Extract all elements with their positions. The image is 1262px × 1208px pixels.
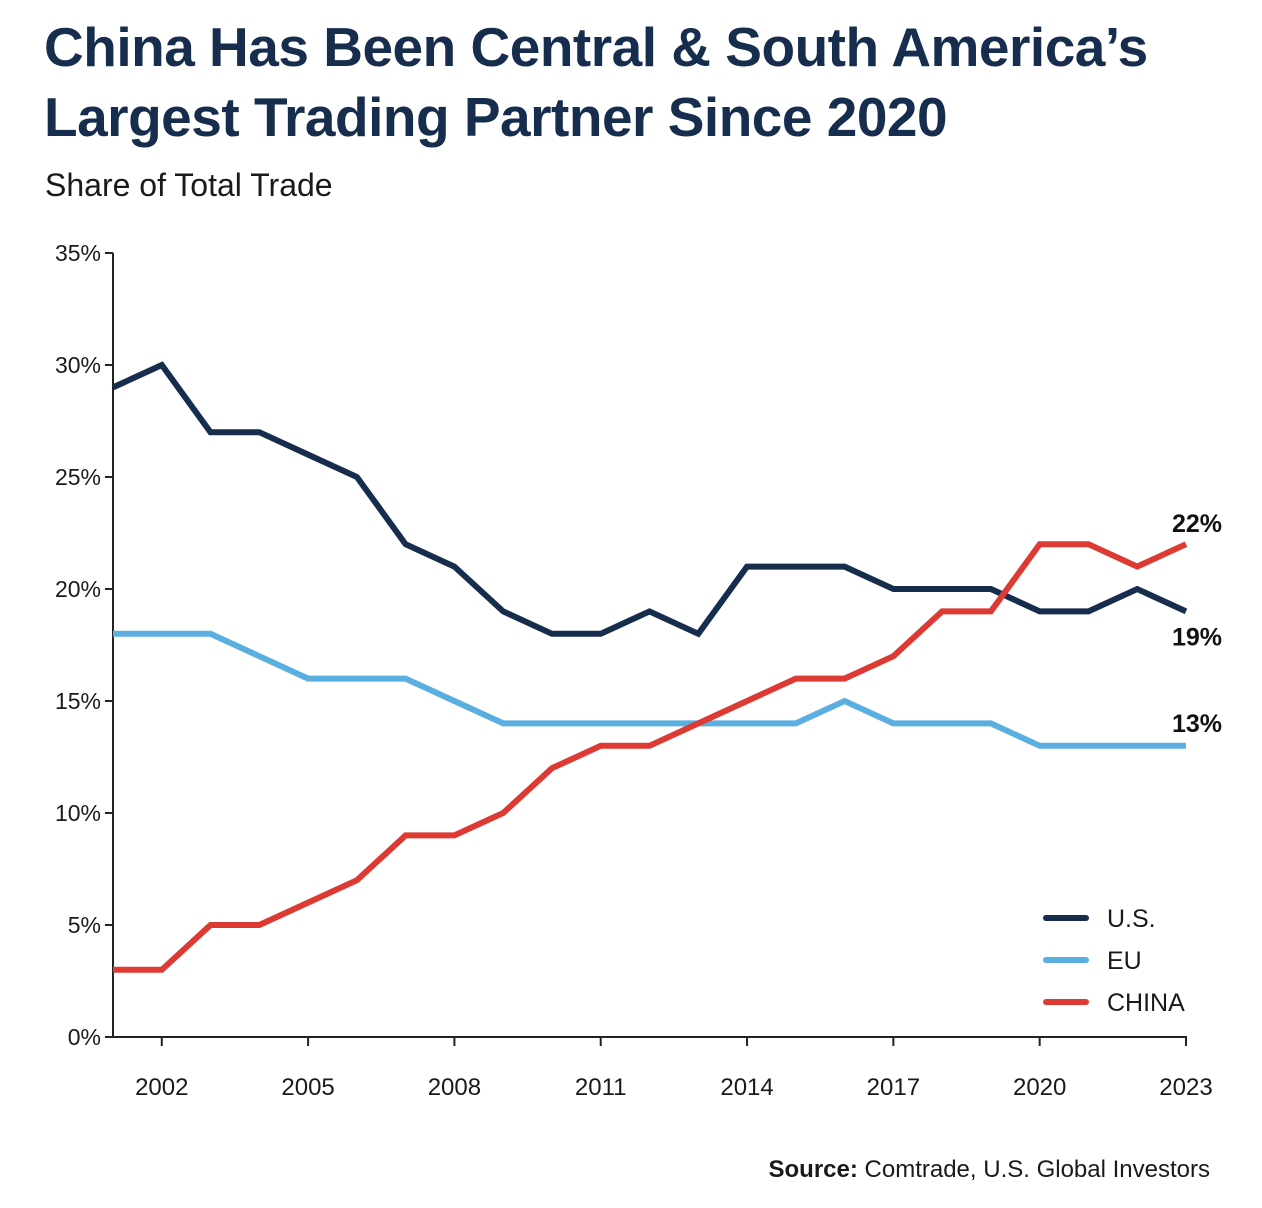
chart-legend: U.S. EU CHINA (1043, 905, 1185, 1017)
series-line-us (111, 361, 1188, 638)
chart-title: China Has Been Central & South America’s… (44, 12, 1224, 152)
end-label-eu: 13% (1172, 710, 1222, 738)
legend-label-eu: EU (1107, 947, 1142, 975)
chart-series-lines (111, 361, 1188, 973)
legend-label-us: U.S. (1107, 905, 1156, 933)
x-tick-label: 2020 (1013, 1074, 1066, 1101)
x-tick-label: 2017 (867, 1074, 920, 1101)
chart-axes: 0% 5% 10% 15% 20% 25% 30% 35% 2002 2005 2008 2011 20… (55, 240, 1213, 1101)
x-tick-label: 2023 (1159, 1074, 1212, 1101)
source-text: Comtrade, U.S. Global Investors (864, 1156, 1210, 1183)
y-tick-label: 20% (55, 576, 101, 602)
y-tick-label: 15% (55, 688, 101, 714)
line-chart: 0% 5% 10% 15% 20% 25% 30% 35% 2002 2005 2008 2011 20… (55, 240, 1222, 1101)
y-tick-label: 35% (55, 240, 101, 266)
y-tick-label: 0% (68, 1024, 101, 1050)
end-label-us: 19% (1172, 623, 1222, 651)
x-tick-label: 2002 (135, 1074, 188, 1101)
series-line-china (113, 541, 1188, 973)
series-line-eu (113, 630, 1186, 749)
source-note: Source: Comtrade, U.S. Global Investors (769, 1156, 1211, 1184)
chart-title-line2: Largest Trading Partner Since 2020 (44, 86, 948, 148)
x-tick-label: 2011 (575, 1074, 627, 1101)
chart-subtitle: Share of Total Trade (45, 167, 333, 203)
x-tick-label: 2005 (281, 1074, 334, 1101)
source-label: Source: (768, 1156, 858, 1183)
x-tick-label: 2008 (428, 1074, 481, 1101)
chart-title-line1: China Has Been Central & South America’s (44, 16, 1148, 78)
x-tick-label: 2014 (720, 1074, 773, 1101)
y-tick-label: 5% (68, 912, 101, 938)
y-tick-label: 10% (55, 800, 101, 826)
y-tick-label: 25% (55, 464, 101, 490)
chart-end-labels: 19% 13% 22% (1172, 510, 1222, 738)
end-label-china: 22% (1172, 510, 1222, 538)
legend-label-china: CHINA (1107, 989, 1185, 1017)
y-tick-label: 30% (55, 352, 101, 378)
